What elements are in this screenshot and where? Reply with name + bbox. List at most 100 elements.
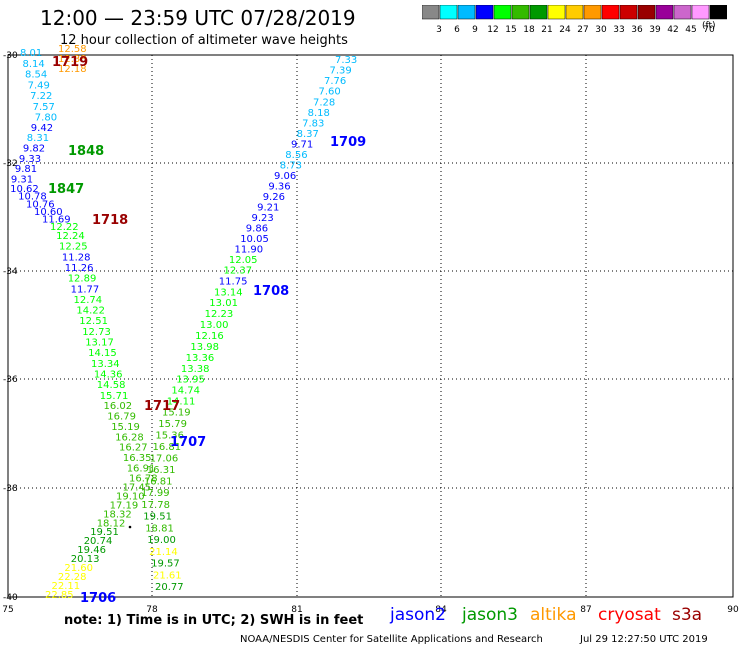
lon-tick-label: 84 [435,605,447,615]
wave-height-label: 9.71 [291,140,313,151]
colorbar-swatch [511,5,530,20]
wave-height-label: 17.45 [123,482,152,493]
wave-height-label: 20.74 [84,536,113,547]
colorbar-tick-label: 27 [577,25,588,35]
map-title: 12:00 — 23:59 UTC 07/28/2019 [40,6,356,30]
wave-height-label: 16.28 [115,432,144,443]
wave-height-label: 7.33 [335,55,357,66]
lat-tick-label: -30 [3,51,18,61]
colorbar-swatch [637,5,656,20]
wave-height-label: 9.82 [23,144,45,155]
wave-height-label: 10.62 [10,184,39,195]
pass-time-label: 1718 [92,213,128,228]
wave-height-label: 12.22 [50,222,79,233]
wave-height-label: 13.01 [209,298,238,309]
wave-height-label: 13.34 [91,359,120,370]
wave-height-label: 11.28 [62,252,91,263]
wave-height-label: 12.74 [74,295,103,306]
colorbar-tick-label: 6 [454,25,460,35]
wave-height-label: 10.78 [18,192,47,203]
wave-height-label: 16.81 [144,477,173,488]
wave-height-label: 15.36 [155,430,184,441]
legend-jason3: jason3 [462,605,518,625]
wave-height-label: 16.79 [107,412,136,423]
colorbar-tick-label: 39 [649,25,661,35]
wave-height-label: 21.61 [153,570,182,581]
lon-tick-label: 78 [146,605,158,615]
wave-height-label: 12.24 [56,231,85,242]
wave-height-label: 16.02 [104,401,133,412]
lat-tick-label: -34 [3,267,18,277]
color-scale-legend: 3 6 9 12 15 18 21 24 27 30 33 36 39 42 45 70 [422,5,727,35]
pass-time-label: 1707 [170,435,206,450]
colorbar-swatch [547,5,566,20]
colorbar-tick-label: 45 [685,25,696,35]
wave-height-label: 13.14 [214,287,243,298]
wave-height-label: 17.99 [141,488,170,499]
wave-height-label: 16.31 [147,465,176,476]
wave-height-label: 14.36 [94,370,123,381]
colorbar-swatch [601,5,620,20]
lat-tick-label: -38 [3,484,18,494]
legend-s3a: s3a [672,605,703,625]
wave-height-label: 7.76 [324,76,346,87]
colorbar-tick-label: 12 [487,25,498,35]
wave-height-label: 9.31 [11,174,33,185]
wave-height-label: 7.28 [313,97,335,108]
wave-height-label: 21.60 [64,563,93,574]
wave-height-label: 12.16 [195,331,224,342]
wave-height-label: 12.38 [58,54,87,65]
wave-height-label: 18.12 [97,518,126,529]
legend-jason2: jason2 [390,605,446,625]
wave-height-label: 14.22 [76,306,105,317]
wave-height-label: 9.21 [257,202,279,213]
wave-height-label: 12.18 [58,64,87,75]
wave-height-label: 9.81 [15,164,37,175]
credit-text: NOAA/NESDIS Center for Satellite Applica… [240,634,543,645]
colorbar-tick-label: 21 [541,25,552,35]
wave-height-label: 7.80 [35,113,57,124]
lon-tick-label: 75 [2,605,13,615]
pass-time-label: 1848 [68,144,104,159]
legend-cryosat: cryosat [598,605,661,625]
wave-height-label: 22.28 [58,572,87,583]
wave-height-label: 13.00 [200,320,229,331]
wave-height-label: 11.26 [65,263,94,274]
legend-altika: altika [530,605,577,625]
colorbar-tick-label: 18 [523,25,535,35]
wave-height-label: 8.01 [20,48,42,59]
colorbar-tick-label: 70 [703,25,715,35]
wave-height-label: 12.51 [79,316,108,327]
wave-height-label: 20.77 [155,582,184,593]
pass-time-label: 1719 [52,55,88,70]
colorbar-swatch [583,5,602,20]
wave-height-label: 13.38 [181,364,210,375]
wave-height-label: 8.14 [23,59,45,70]
colorbar-tick-label: 15 [505,25,516,35]
wave-height-label: 11.69 [42,215,71,226]
wave-height-label: 21.14 [149,547,178,558]
wave-height-label: 12.73 [82,327,111,338]
timestamp-text: Jul 29 12:27:50 UTC 2019 [580,634,708,645]
colorbar-swatch [529,5,548,20]
colorbar-tick-label: 24 [559,25,571,35]
wave-height-label: 18.32 [103,509,132,520]
colorbar-swatch [422,5,440,20]
lon-tick-label: 81 [291,605,302,615]
wave-height-label: 18.81 [145,523,174,534]
colorbar-swatch [565,5,584,20]
colorbar-swatch [493,5,512,20]
wave-height-label: 15.19 [162,408,191,419]
pass-time-label: 1717 [144,399,180,414]
pass-time-label: 1709 [330,135,366,150]
lat-tick-label: -36 [3,375,18,385]
wave-height-label: 13.95 [176,375,205,386]
pass-time-label: 1708 [253,284,289,299]
wave-height-label: 12.37 [224,265,253,276]
wave-height-label: 9.86 [246,223,268,234]
wave-height-label: 16.35 [123,453,152,464]
colorbar-swatch [457,5,476,20]
colorbar-swatch [439,5,458,20]
colorbar-swatch [619,5,638,20]
